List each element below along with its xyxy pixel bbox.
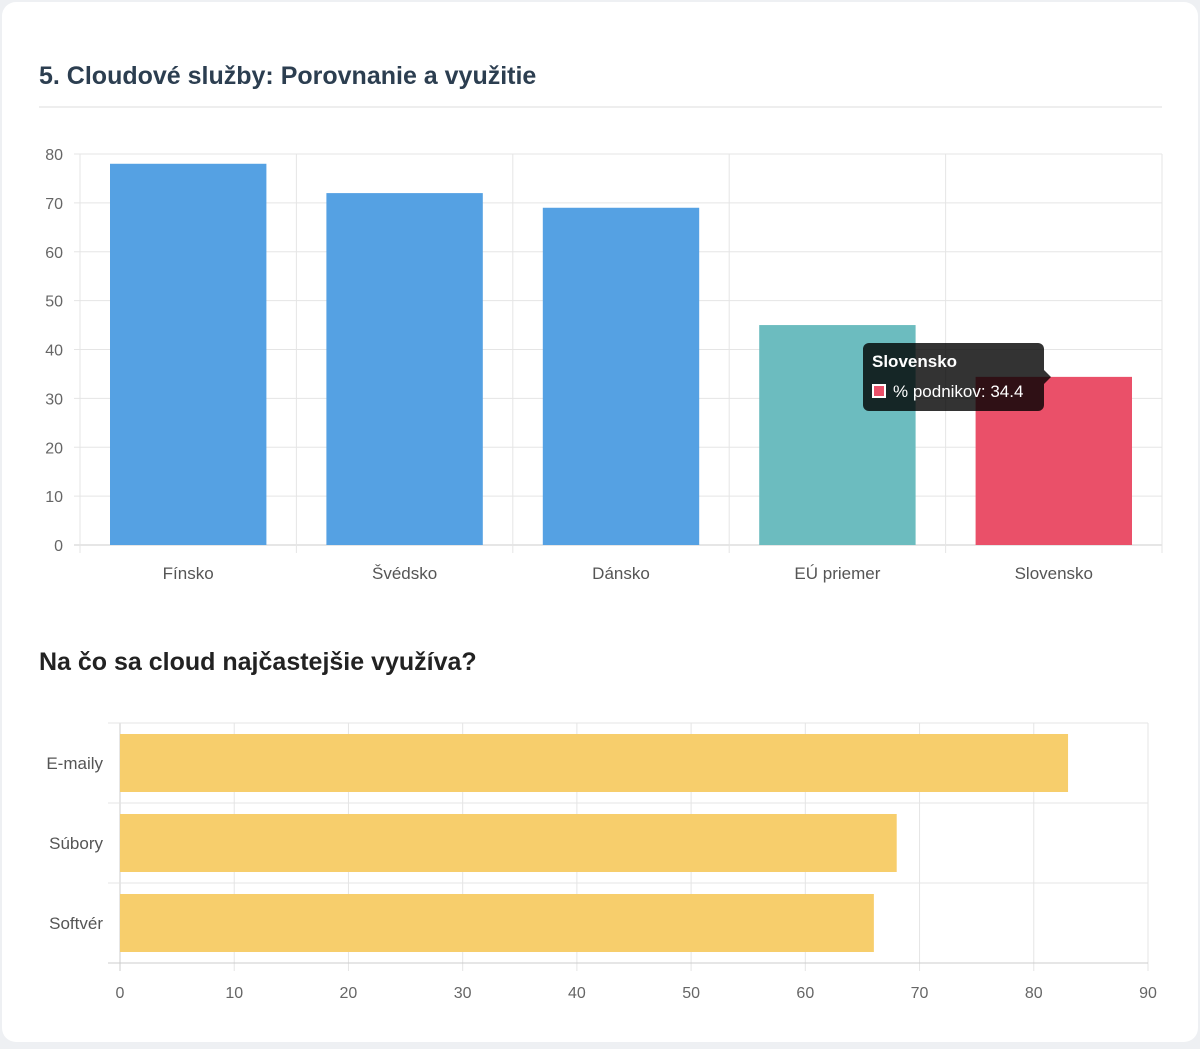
y-tick-label: 30 bbox=[45, 391, 63, 408]
tooltip-title: Slovensko bbox=[872, 352, 958, 371]
y-tick-label: 10 bbox=[45, 489, 63, 506]
y-tick-label: 50 bbox=[45, 294, 63, 311]
x-tick-label: 0 bbox=[116, 985, 125, 1002]
x-tick-label: 80 bbox=[1025, 985, 1043, 1002]
y-tick-label: 0 bbox=[54, 538, 63, 555]
tooltip-value: % podnikov: 34.4 bbox=[893, 382, 1024, 401]
divider bbox=[39, 106, 1162, 108]
x-tick-label: 30 bbox=[454, 985, 472, 1002]
x-tick-label: 70 bbox=[911, 985, 929, 1002]
x-tick-label: Švédsko bbox=[372, 564, 437, 583]
x-tick-label: 20 bbox=[340, 985, 358, 1002]
y-tick-label: Softvér bbox=[49, 914, 103, 933]
tooltip: Slovensko % podnikov: 34.4 bbox=[863, 343, 1051, 411]
x-tick-label: 50 bbox=[682, 985, 700, 1002]
y-tick-label: Súbory bbox=[49, 834, 103, 853]
y-tick-label: E-maily bbox=[46, 754, 103, 773]
bar-dánsko bbox=[542, 207, 700, 545]
x-tick-label: Fínsko bbox=[163, 564, 214, 583]
bar-švédsko bbox=[326, 193, 483, 545]
x-tick-label: 40 bbox=[568, 985, 586, 1002]
hbar-0 bbox=[120, 734, 1069, 792]
x-tick-label: 90 bbox=[1139, 985, 1157, 1002]
x-tick-label: Slovensko bbox=[1015, 564, 1093, 583]
x-tick-label: 60 bbox=[796, 985, 814, 1002]
bar-fínsko bbox=[110, 163, 267, 545]
chart2-title: Na čo sa cloud najčastejšie využíva? bbox=[39, 648, 477, 676]
hbar-1 bbox=[120, 814, 897, 872]
hbar-2 bbox=[120, 894, 874, 952]
y-tick-label: 40 bbox=[45, 343, 63, 360]
x-tick-label: EÚ priemer bbox=[794, 564, 880, 583]
y-tick-label: 20 bbox=[45, 440, 63, 457]
y-tick-label: 60 bbox=[45, 245, 63, 262]
tooltip-swatch bbox=[872, 384, 886, 398]
y-tick-label: 80 bbox=[45, 147, 63, 164]
y-tick-label: 70 bbox=[45, 196, 63, 213]
chart-title: 5. Cloudové služby: Porovnanie a využiti… bbox=[39, 62, 537, 90]
x-tick-label: 10 bbox=[225, 985, 243, 1002]
x-tick-label: Dánsko bbox=[592, 564, 650, 583]
